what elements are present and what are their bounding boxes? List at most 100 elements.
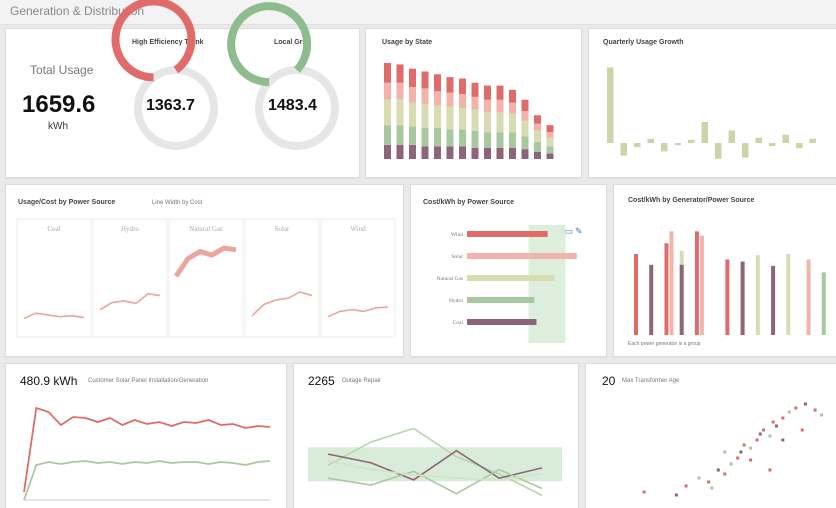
- solar-panel-value: 480.9 kWh: [20, 374, 78, 388]
- state-bar-segment: [471, 130, 479, 148]
- scatter-point: [820, 413, 824, 417]
- state-bar-segment: [546, 125, 554, 133]
- scatter-point: [742, 443, 746, 447]
- state-bar-segment: [546, 132, 554, 138]
- growth-bar: [782, 134, 789, 143]
- state-bar-segment: [496, 147, 504, 159]
- state-bar-segment: [396, 144, 404, 159]
- cost-kwh-generator-panel[interactable]: Cost/kWh by Generator/Power Source Each …: [613, 184, 836, 357]
- facet-label: Hydro: [121, 225, 139, 233]
- state-bar-segment: [534, 123, 541, 131]
- solar-panel-card[interactable]: 480.9 kWh Customer Solar Panel Installat…: [5, 363, 287, 508]
- state-bar-segment: [534, 142, 541, 152]
- state-bar-segment: [521, 99, 529, 111]
- scatter-point: [768, 434, 772, 438]
- state-bar-segment: [384, 82, 391, 100]
- scatter-point: [761, 428, 765, 432]
- state-bar-segment: [471, 109, 479, 131]
- facet-frame: [244, 218, 320, 338]
- state-bar-segment: [546, 153, 554, 159]
- local-grid-value: 1483.4: [268, 97, 317, 114]
- scatter-point: [787, 410, 791, 414]
- usage-cost-panel[interactable]: Usage/Cost by Power Source Line Width by…: [5, 184, 404, 357]
- facet-frame: [16, 218, 92, 338]
- cost-category-label: Hydro: [449, 298, 463, 304]
- cost-kwh-source-title: Cost/kWh by Power Source: [423, 199, 515, 206]
- generator-bar: [649, 264, 654, 335]
- cost-category-label: Natural Gas: [437, 276, 463, 282]
- facet-label: Solar: [275, 225, 290, 233]
- state-bar-segment: [509, 132, 516, 148]
- pencil-icon[interactable]: ✎: [575, 226, 585, 236]
- state-bar-segment: [396, 99, 404, 126]
- state-bar-segment: [484, 99, 491, 113]
- state-bar-segment: [496, 132, 504, 148]
- high-efficiency-trunk-label: High Efficiency Trunk: [132, 39, 204, 46]
- scatter-point: [736, 456, 740, 460]
- cost-bar: [467, 319, 537, 325]
- scatter-point: [749, 458, 753, 462]
- scatter-point: [794, 406, 798, 410]
- state-bar-segment: [484, 147, 491, 159]
- cost-bar: [467, 297, 535, 303]
- generator-bar: [699, 235, 704, 335]
- outage-line: [327, 460, 543, 481]
- total-usage-value: 1659.6: [22, 91, 96, 118]
- high-efficiency-trunk-gauge: [111, 0, 218, 150]
- scatter-point: [781, 438, 785, 442]
- scatter-point: [755, 438, 759, 442]
- growth-bar: [674, 143, 681, 146]
- state-bar-segment: [509, 102, 516, 114]
- quarterly-growth-panel[interactable]: Quarterly Usage Growth: [588, 28, 836, 178]
- state-bar-segment: [384, 99, 391, 126]
- state-bar-segment: [396, 82, 404, 100]
- state-bar-segment: [509, 147, 516, 159]
- facet-line: [99, 293, 161, 311]
- growth-bar: [607, 67, 614, 143]
- transformer-age-card[interactable]: 20 Max Transformer Age: [585, 363, 836, 508]
- state-bar-segment: [384, 144, 391, 159]
- state-bar-segment: [496, 99, 504, 113]
- state-bar-segment: [409, 126, 416, 145]
- state-bar-segment: [409, 144, 416, 159]
- scatter-point: [697, 476, 701, 480]
- facet-label: Coal: [47, 225, 60, 233]
- window-icon[interactable]: ▭: [564, 226, 576, 236]
- growth-bar: [688, 139, 695, 143]
- state-bar-segment: [521, 149, 529, 159]
- facet-frame: [168, 218, 244, 338]
- state-bar-segment: [434, 91, 441, 106]
- cost-kwh-generator-title: Cost/kWh by Generator/Power Source: [628, 197, 755, 204]
- state-bar-segment: [534, 115, 541, 124]
- growth-bar: [715, 143, 722, 159]
- high-efficiency-trunk-value: 1363.7: [146, 97, 195, 114]
- facet-line: [327, 306, 389, 318]
- state-bar-segment: [459, 129, 466, 147]
- scatter-point: [813, 408, 817, 412]
- generator-bar: [806, 259, 811, 335]
- state-bar-segment: [446, 77, 454, 93]
- state-bar-segment: [459, 146, 466, 159]
- state-bar-segment: [484, 132, 491, 148]
- state-bar-segment: [434, 146, 441, 159]
- generator-bar: [786, 254, 791, 335]
- growth-bar: [620, 143, 627, 156]
- cost-bar: [467, 275, 555, 281]
- outage-repair-card[interactable]: 2265 Outage Repair: [293, 363, 579, 508]
- facet-label: Natural Gas: [189, 225, 223, 233]
- state-bar-segment: [534, 151, 541, 159]
- transformer-age-value: 20: [602, 374, 616, 388]
- cost-kwh-source-panel[interactable]: Cost/kWh by Power Source ▣▭✎ WindSolarNa…: [410, 184, 607, 357]
- usage-by-state-panel[interactable]: Usage by State: [365, 28, 582, 178]
- state-bar-segment: [409, 102, 416, 127]
- solar-line: [23, 460, 271, 501]
- state-bar-segment: [459, 78, 466, 95]
- state-bar-segment: [421, 71, 429, 89]
- transformer-age-chart: [642, 402, 824, 497]
- local-grid-label: Local Grid: [274, 39, 309, 46]
- state-bar-segment: [546, 137, 554, 147]
- state-bar-segment: [409, 87, 416, 103]
- generator-bar: [771, 265, 776, 335]
- facet-label: Wind: [350, 225, 366, 233]
- generator-bar: [740, 261, 745, 335]
